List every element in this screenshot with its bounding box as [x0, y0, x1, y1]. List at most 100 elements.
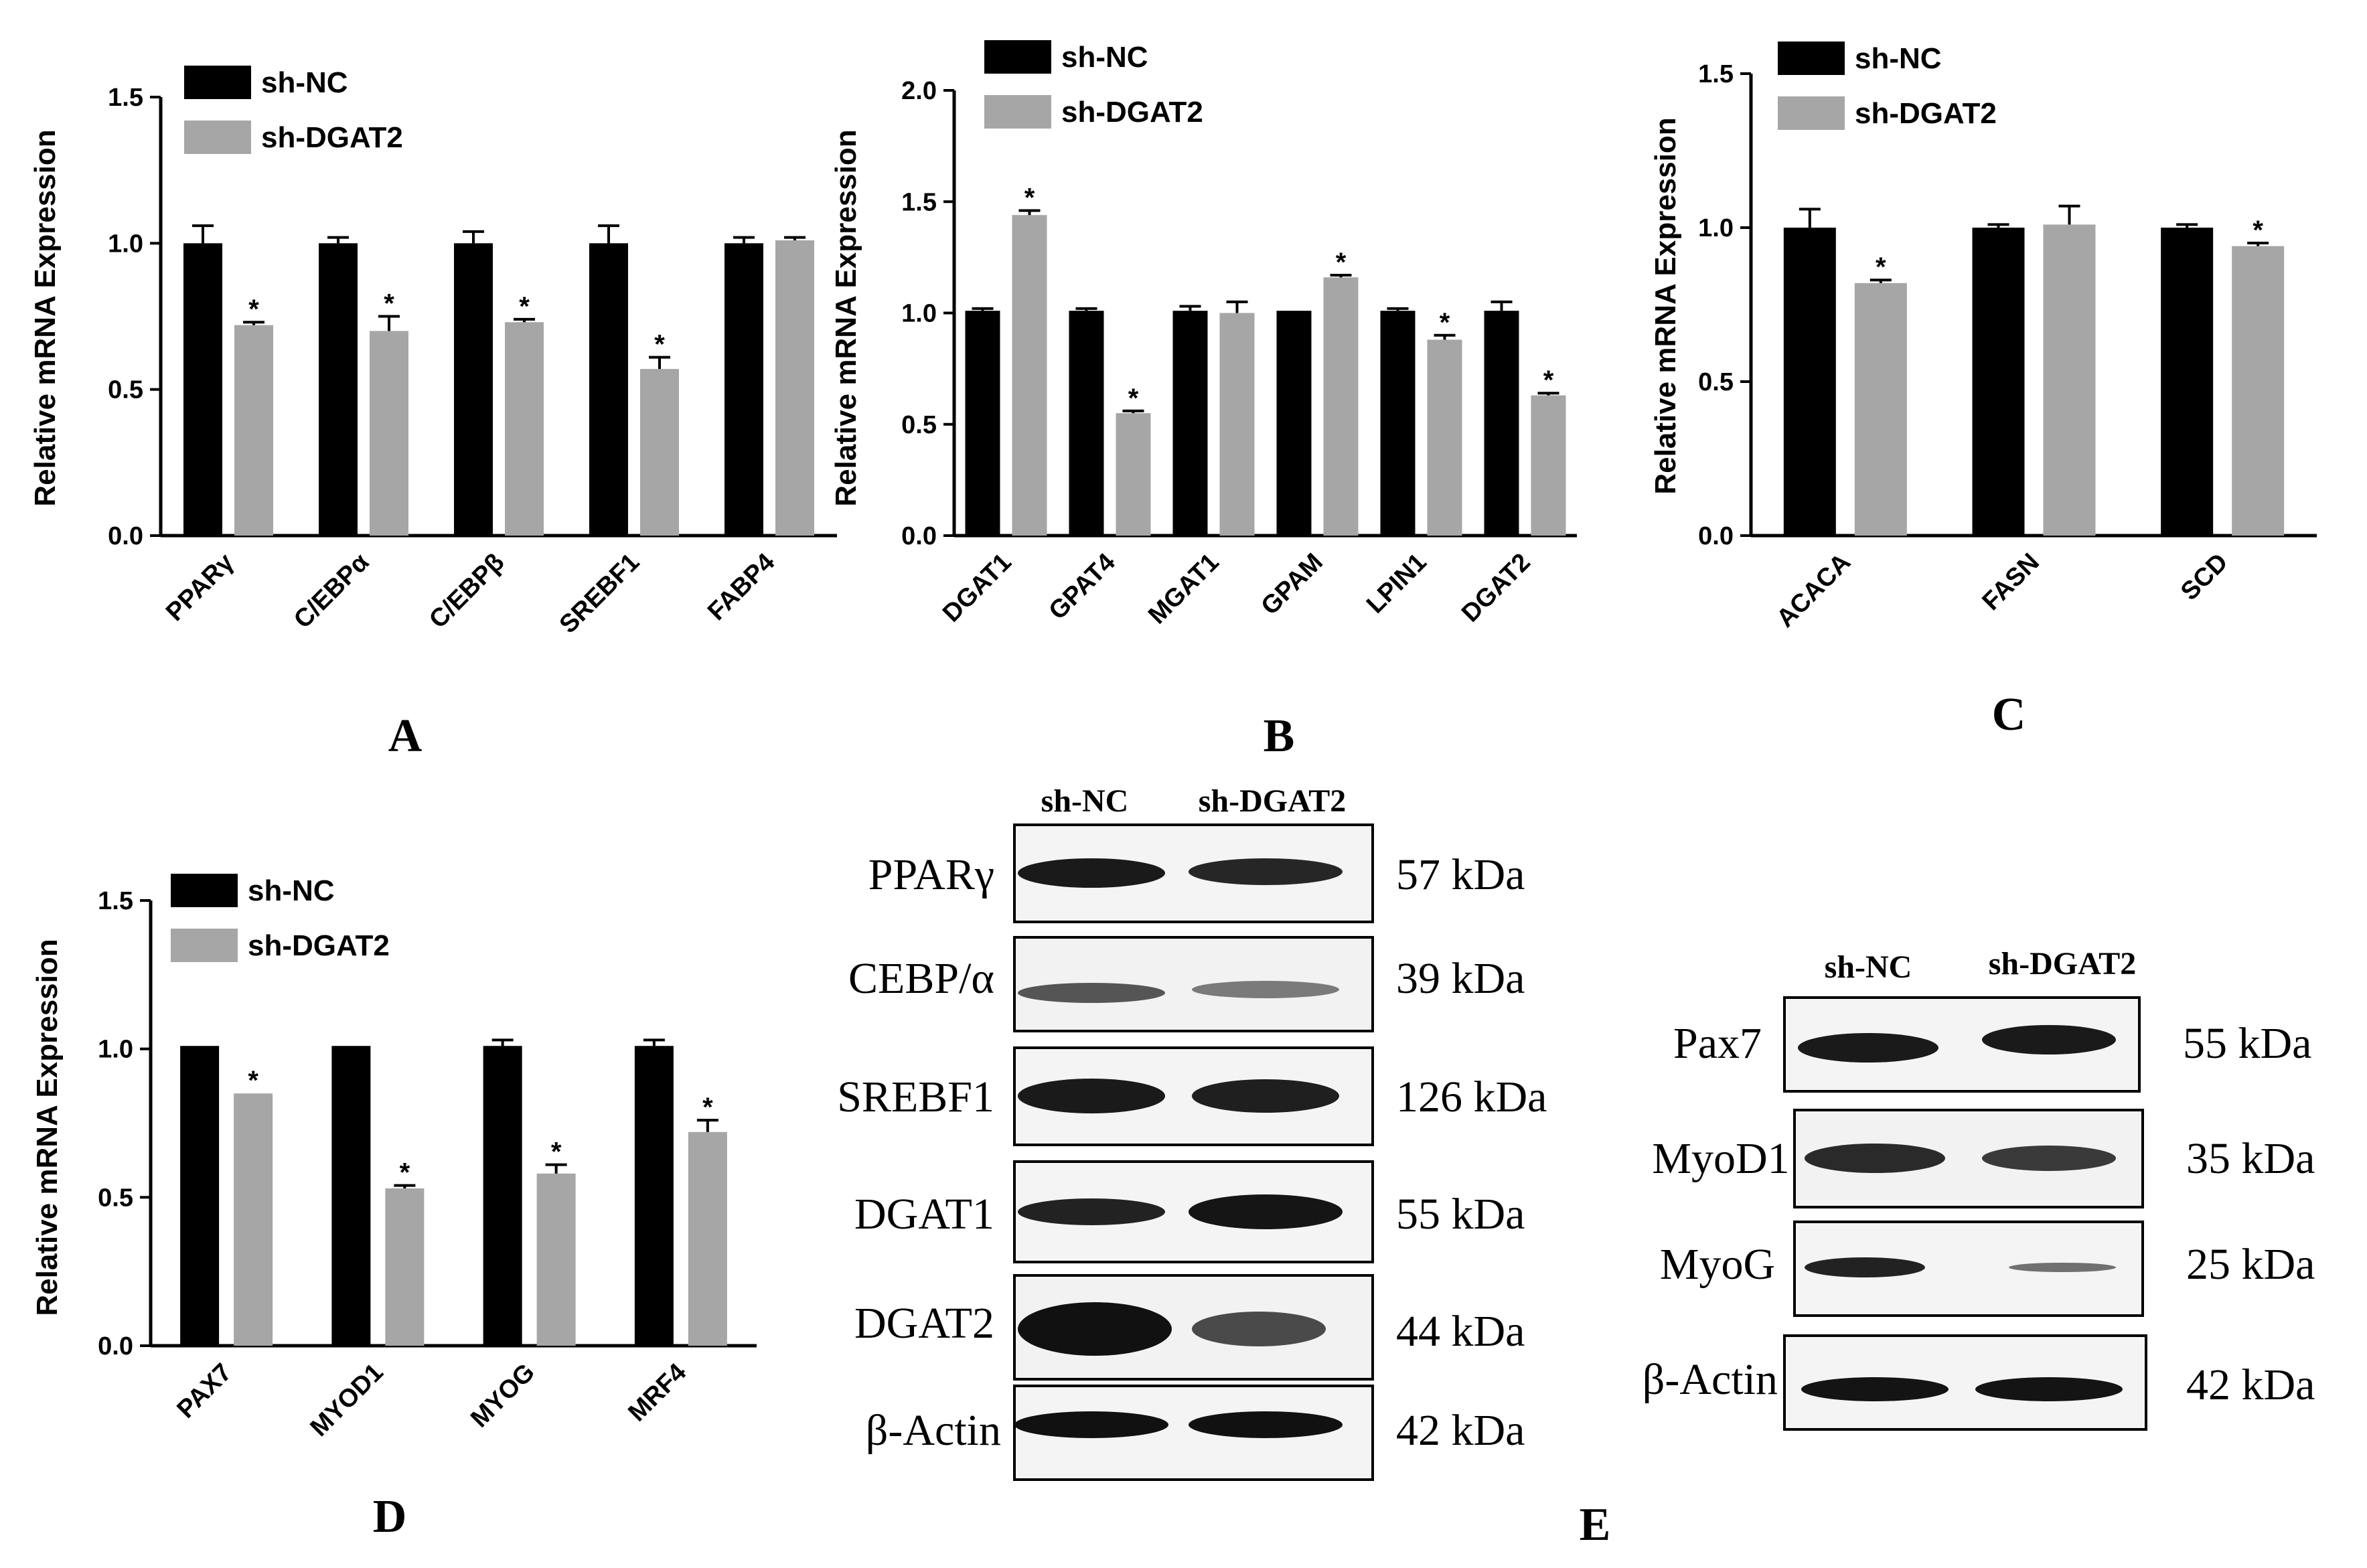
bar [1172, 311, 1208, 536]
blot1-size-label: 39 kDa [1396, 954, 1525, 1003]
blot2-protein-label: MyoD1 [1652, 1134, 1789, 1183]
significance-marker: * [1336, 248, 1347, 277]
bar [640, 369, 679, 536]
y-tick-label: 0.5 [1698, 368, 1734, 396]
blot1-size-label: 55 kDa [1396, 1190, 1525, 1239]
blot2-protein-label: β-Actin [1643, 1355, 1778, 1404]
bar [634, 1046, 674, 1346]
blot1-size-label: 126 kDa [1396, 1073, 1547, 1121]
legend-swatch [184, 66, 251, 99]
blot2-band [1982, 1146, 2116, 1171]
blot1-band [1018, 1079, 1165, 1113]
significance-marker: * [1440, 308, 1450, 337]
bar [775, 240, 814, 536]
x-tick-label: MRF4 [623, 1358, 692, 1427]
panel-label-c: C [1992, 689, 2026, 740]
bar [1116, 413, 1151, 536]
x-tick-label: SREBF1 [554, 548, 645, 639]
bar [483, 1046, 522, 1346]
y-tick-label: 0.0 [108, 522, 143, 550]
x-tick-label: MYOD1 [305, 1358, 388, 1442]
x-tick-label: DGAT2 [1456, 548, 1536, 628]
blot1-protein-label: β-Actin [866, 1406, 1001, 1455]
bar [1427, 339, 1462, 536]
bar-chart-b: 0.0 0.5 1.0 1.5 2.0 Relative mRNA Expression *… [830, 40, 1577, 629]
x-tick-label: C/EBPα [289, 548, 374, 634]
bar [2232, 246, 2285, 536]
x-tick-label: MGAT1 [1143, 548, 1225, 630]
legend-swatch [171, 929, 238, 962]
blot2-size-label: 42 kDa [2186, 1360, 2315, 1409]
x-tick-label: GPAM [1256, 548, 1328, 621]
bar [234, 325, 273, 536]
blot1-band [1192, 981, 1339, 998]
bar [1854, 283, 1907, 536]
blot1-band [1189, 1411, 1343, 1438]
bar [1484, 311, 1519, 536]
legend-label: sh-DGAT2 [261, 121, 403, 154]
blot1-band [1018, 1198, 1165, 1225]
significance-marker: * [702, 1093, 713, 1122]
blot1-protein-label: CEBP/α [848, 954, 994, 1003]
legend-label: sh-DGAT2 [248, 929, 390, 962]
y-tick-label: 0.5 [98, 1184, 133, 1212]
bar [536, 1173, 576, 1346]
bar [1069, 311, 1104, 536]
y-tick-label: 2.0 [901, 77, 937, 105]
blot2-protein-label: MyoG [1660, 1240, 1775, 1289]
y-axis-label: Relative mRNA Expression [1649, 117, 1682, 494]
y-tick-label: 0.5 [108, 376, 143, 404]
blot2-lane-label-dgat2: sh-DGAT2 [1989, 946, 2136, 982]
y-axis-label: Relative mRNA Expression [830, 129, 862, 506]
blot2-band [1805, 1144, 1945, 1173]
blot1-protein-label: DGAT2 [854, 1299, 994, 1348]
significance-marker: * [551, 1138, 562, 1167]
legend-swatch [184, 121, 251, 154]
blot1-band [1018, 858, 1165, 888]
bar [688, 1131, 727, 1346]
y-axis-label: Relative mRNA Expression [29, 129, 62, 506]
bar [965, 311, 1000, 536]
blot1-size-label: 42 kDa [1396, 1406, 1525, 1455]
bar [589, 243, 628, 536]
bar [1380, 311, 1416, 536]
bar [724, 243, 763, 536]
bar-chart-c: 0.0 0.5 1.0 1.5 Relative mRNA Expression * ACA… [1649, 42, 2317, 633]
legend-label: sh-NC [248, 874, 335, 907]
legend-swatch [1778, 96, 1845, 130]
significance-marker: * [248, 1066, 258, 1095]
y-tick-label: 1.0 [901, 300, 937, 328]
x-tick-label: PPARγ [161, 548, 239, 627]
panel-label-d: D [373, 1491, 407, 1543]
western-blot-1: sh-NC sh-DGAT2 PPARγ 57 kDa CEBP/α 39 kD… [837, 783, 1547, 1481]
x-tick-label: MYOG [465, 1358, 540, 1433]
x-tick-label: SCD [2175, 548, 2233, 606]
blot1-band [1189, 1194, 1343, 1229]
y-tick-label: 1.0 [108, 230, 143, 258]
blot1-band [1189, 858, 1343, 885]
blot1-protein-label: DGAT1 [854, 1190, 994, 1239]
bar [1783, 228, 1836, 536]
bar [370, 331, 408, 536]
significance-marker: * [1128, 384, 1139, 413]
y-tick-label: 1.0 [98, 1036, 133, 1064]
bar [2043, 224, 2096, 536]
bar [183, 243, 222, 536]
bar [1219, 313, 1255, 536]
panel-label-e: E [1580, 1499, 1611, 1551]
legend-label: sh-NC [1061, 41, 1148, 74]
legend-swatch [1778, 42, 1845, 75]
bar [1276, 311, 1312, 536]
significance-marker: * [1876, 252, 1886, 282]
y-tick-label: 0.0 [901, 522, 937, 550]
significance-marker: * [519, 292, 530, 321]
blot1-band [1014, 1411, 1168, 1438]
significance-marker: * [1543, 366, 1554, 395]
y-axis-label: Relative mRNA Expression [31, 939, 64, 1316]
blot2-band [1801, 1377, 1949, 1401]
legend-swatch [984, 40, 1051, 74]
y-tick-label: 0.0 [1698, 522, 1734, 550]
bar [234, 1093, 273, 1346]
legend-label: sh-NC [261, 66, 348, 99]
significance-marker: * [248, 295, 259, 324]
